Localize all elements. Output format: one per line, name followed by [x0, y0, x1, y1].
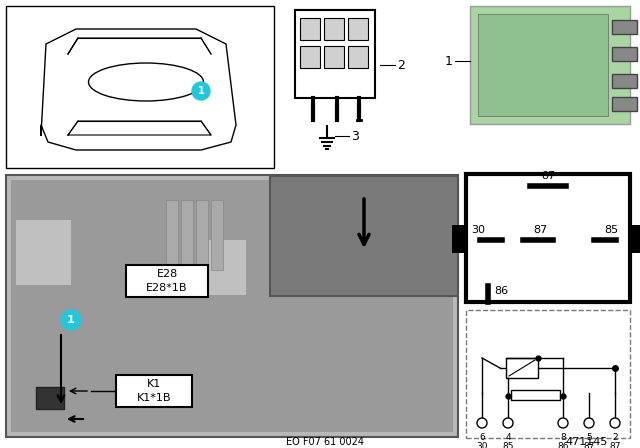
Text: 5: 5 [586, 432, 592, 441]
Bar [36, 387, 64, 409]
Bar [612, 20, 637, 34]
Text: 85: 85 [604, 225, 618, 235]
Text: 3: 3 [351, 129, 359, 142]
Circle shape [61, 310, 81, 330]
Text: EO F07 61 0024: EO F07 61 0024 [286, 437, 364, 447]
Bar [506, 358, 538, 378]
Bar [206, 240, 246, 295]
Bar [6, 175, 458, 437]
Text: 2: 2 [612, 432, 618, 441]
Text: K1
K1*1B: K1 K1*1B [137, 379, 172, 403]
Bar [612, 97, 637, 111]
Text: 1: 1 [445, 55, 453, 68]
Text: 87: 87 [583, 441, 595, 448]
Text: 87: 87 [609, 441, 621, 448]
Bar [270, 176, 458, 296]
Bar [612, 74, 637, 88]
Bar [470, 6, 630, 124]
Bar [612, 47, 637, 61]
Bar [181, 200, 193, 270]
Bar [348, 46, 368, 68]
Text: E28
E28*1B: E28 E28*1B [147, 269, 188, 293]
Text: 86: 86 [557, 441, 569, 448]
Circle shape [584, 418, 594, 428]
Ellipse shape [88, 63, 204, 101]
Bar [300, 18, 320, 40]
Bar [116, 375, 192, 407]
Text: 30: 30 [471, 225, 485, 235]
Bar [300, 46, 320, 68]
Bar [478, 14, 608, 116]
Bar [6, 6, 274, 168]
Bar [166, 200, 178, 270]
Circle shape [610, 418, 620, 428]
Bar [466, 174, 630, 302]
Bar [126, 265, 208, 297]
Text: 87: 87 [541, 171, 555, 181]
Bar [348, 18, 368, 40]
Circle shape [192, 82, 210, 100]
Text: 30: 30 [476, 441, 488, 448]
Circle shape [558, 418, 568, 428]
Text: 4: 4 [505, 432, 511, 441]
Bar [211, 200, 223, 270]
Bar [11, 180, 453, 432]
Bar [324, 18, 344, 40]
Bar [16, 220, 71, 285]
Bar [629, 225, 640, 253]
Bar [452, 225, 467, 253]
Bar [324, 46, 344, 68]
Text: 8: 8 [560, 432, 566, 441]
Text: 86: 86 [494, 286, 508, 296]
Text: 2: 2 [397, 59, 405, 72]
Bar [511, 390, 560, 400]
Bar [196, 200, 208, 270]
Circle shape [477, 418, 487, 428]
Text: 87: 87 [533, 225, 547, 235]
Circle shape [503, 418, 513, 428]
Bar [295, 10, 375, 98]
Text: 6: 6 [479, 432, 485, 441]
Text: 1: 1 [198, 86, 204, 96]
Text: 471145: 471145 [566, 437, 608, 447]
Text: 1: 1 [67, 315, 75, 325]
Text: 85: 85 [502, 441, 514, 448]
Bar [466, 310, 630, 438]
